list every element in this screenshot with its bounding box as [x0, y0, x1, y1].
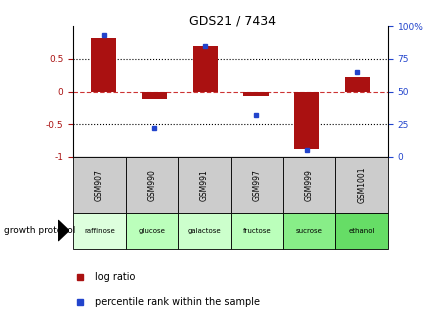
Text: sucrose: sucrose — [295, 228, 322, 233]
Bar — [230, 157, 283, 213]
Text: GSM907: GSM907 — [95, 169, 104, 201]
Bar — [230, 213, 283, 249]
Bar — [283, 213, 335, 249]
Bar — [335, 213, 387, 249]
Text: GSM991: GSM991 — [200, 169, 209, 201]
Bar — [73, 213, 126, 249]
Text: galactose: galactose — [187, 228, 221, 233]
Polygon shape — [58, 220, 69, 241]
Text: GDS21 / 7434: GDS21 / 7434 — [189, 15, 276, 28]
Text: GSM997: GSM997 — [252, 169, 261, 201]
Bar — [141, 92, 167, 99]
Text: fructose: fructose — [242, 228, 270, 233]
Bar — [344, 77, 369, 92]
Bar — [192, 46, 218, 92]
Bar — [283, 157, 335, 213]
Text: growth protocol: growth protocol — [4, 226, 76, 235]
Bar — [91, 38, 116, 92]
Bar — [178, 157, 230, 213]
Text: GSM999: GSM999 — [304, 169, 313, 201]
Bar — [126, 213, 178, 249]
Text: percentile rank within the sample: percentile rank within the sample — [95, 297, 260, 307]
Text: glucose: glucose — [138, 228, 165, 233]
Text: ethanol: ethanol — [347, 228, 374, 233]
Text: log ratio: log ratio — [95, 272, 135, 282]
Bar — [243, 92, 268, 96]
Bar — [178, 213, 230, 249]
Text: GSM1001: GSM1001 — [356, 166, 366, 203]
Bar — [293, 92, 319, 149]
Bar — [126, 157, 178, 213]
Bar — [73, 157, 126, 213]
Text: raffinose: raffinose — [84, 228, 115, 233]
Text: GSM990: GSM990 — [147, 169, 156, 201]
Bar — [335, 157, 387, 213]
